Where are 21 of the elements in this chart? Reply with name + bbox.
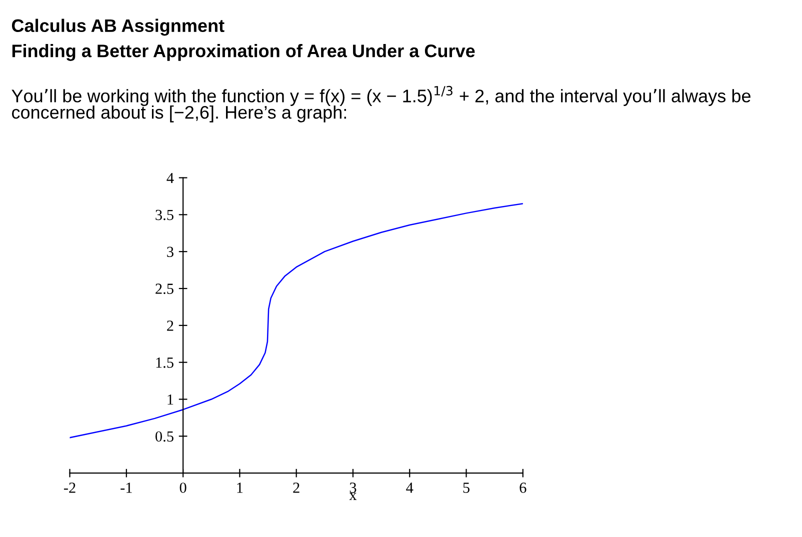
text: You’ll be working with the function y = f(x) = (x − 1.5)$^{1/3}$ + 2, and the interval you’ll always be concerned about is [−2,6]. Here’s a graph: <box>12 86 750 122</box>
x-tick-label: 4 <box>406 482 414 493</box>
x-tick-label: 3 <box>350 482 356 493</box>
y-tick-label: 2 <box>167 320 174 331</box>
x-tick-label: -1 <box>120 482 132 493</box>
y-tick-label: 2.5 <box>156 284 174 294</box>
y-tick-label: 3.5 <box>156 210 174 220</box>
y-tick-label: 0.5 <box>156 431 174 442</box>
chart-subtitle: Finding a Better Approximation of Area Under a Curve <box>12 44 475 61</box>
x-tick-label: 6 <box>520 482 526 493</box>
x-tick-label: 0 <box>180 482 186 493</box>
x-axis-title: x <box>349 492 357 500</box>
x-tick-label: 2 <box>293 482 300 493</box>
x-tick-label: -2 <box>64 482 76 493</box>
x-tick-label: 5 <box>463 482 470 493</box>
x-tick-label: 1 <box>237 482 243 493</box>
y-tick-label: 1 <box>168 394 174 405</box>
chart-title: Calculus AB Assignment <box>12 18 224 36</box>
y-tick-label: 4 <box>166 172 174 184</box>
y-tick-label: 1.5 <box>156 358 174 368</box>
y-tick-label: 3 <box>167 246 174 258</box>
